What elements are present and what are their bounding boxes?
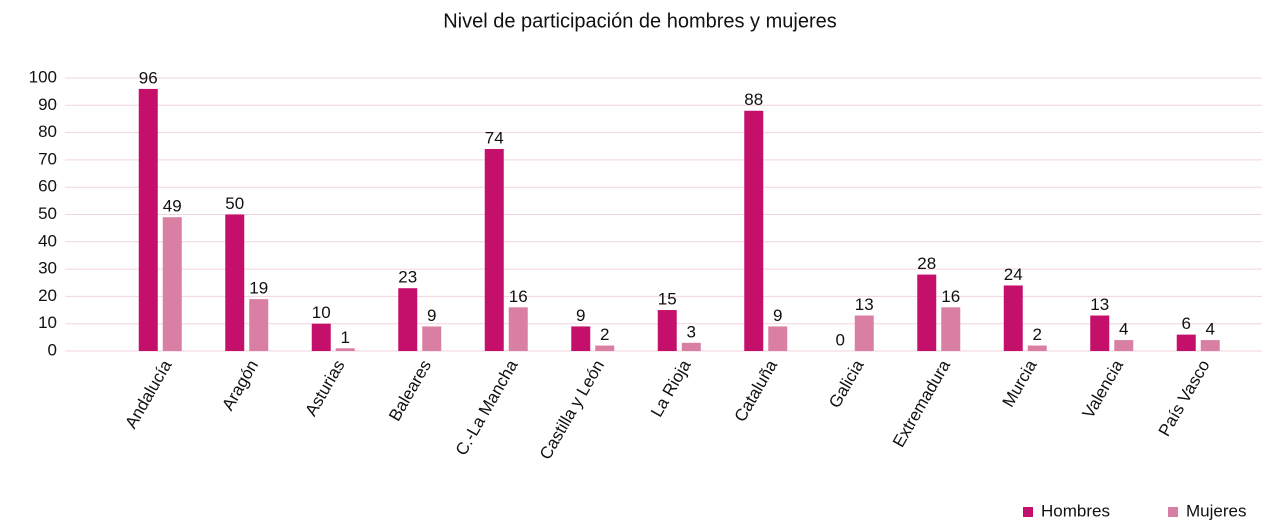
x-tick-label: País Vasco [1155, 357, 1214, 440]
value-label: 15 [658, 290, 677, 309]
value-label: 0 [836, 330, 845, 349]
legend-swatch [1023, 507, 1033, 517]
y-tick-label: 80 [38, 122, 57, 141]
bar [744, 110, 764, 351]
bar [422, 326, 442, 351]
value-label: 9 [427, 306, 436, 325]
bar [681, 342, 701, 351]
bar [162, 217, 182, 351]
x-tick-label: Valencia [1079, 356, 1128, 421]
x-tick-label: Cataluña [731, 356, 782, 425]
x-tick-label: Murcia [999, 356, 1041, 410]
value-label: 23 [398, 268, 417, 287]
value-label: 16 [509, 287, 528, 306]
legend-swatch [1168, 507, 1178, 517]
bar [398, 288, 418, 351]
bar [1090, 315, 1110, 351]
value-label: 3 [687, 322, 696, 341]
value-label: 4 [1206, 320, 1215, 339]
value-label: 74 [485, 128, 504, 147]
x-tick-label: La Rioja [647, 356, 695, 420]
bar [225, 214, 245, 351]
value-label: 28 [917, 254, 936, 273]
x-tick-label: Castilla y León [536, 357, 608, 463]
value-label: 6 [1182, 314, 1191, 333]
y-tick-label: 30 [38, 259, 57, 278]
value-label: 2 [600, 325, 609, 344]
value-label: 2 [1033, 325, 1042, 344]
x-tick-label: Asturias [301, 357, 348, 420]
bar [249, 299, 269, 351]
bar [941, 307, 961, 351]
value-label: 49 [163, 197, 182, 216]
value-label: 19 [249, 279, 268, 298]
bar [917, 274, 937, 351]
bar [484, 148, 504, 351]
y-tick-label: 100 [29, 67, 57, 86]
bar [1003, 285, 1023, 351]
bar [657, 310, 677, 351]
chart-title: Nivel de participación de hombres y muje… [443, 10, 837, 32]
bar [138, 88, 158, 352]
y-tick-label: 0 [48, 340, 57, 359]
bar [768, 326, 788, 351]
value-label: 9 [576, 306, 585, 325]
value-label: 50 [225, 194, 244, 213]
bar [1027, 345, 1047, 351]
bar [335, 348, 355, 351]
y-tick-label: 90 [38, 95, 57, 114]
bar [508, 307, 528, 351]
value-label: 16 [941, 287, 960, 306]
y-tick-label: 20 [38, 286, 57, 305]
x-tick-label: Galicia [825, 356, 868, 411]
bar [311, 323, 331, 351]
bar [1114, 340, 1134, 351]
y-tick-label: 50 [38, 204, 57, 223]
x-tick-label: Andalucía [121, 356, 176, 431]
legend-label: Mujeres [1186, 501, 1246, 520]
bar [595, 345, 615, 351]
value-label: 1 [341, 328, 350, 347]
value-label: 9 [773, 306, 782, 325]
y-tick-label: 10 [38, 313, 57, 332]
value-label: 13 [855, 295, 874, 314]
bar [854, 315, 874, 351]
value-label: 10 [312, 303, 331, 322]
value-label: 24 [1004, 265, 1023, 284]
y-tick-label: 40 [38, 231, 57, 250]
y-tick-label: 60 [38, 177, 57, 196]
x-tick-label: C.-La Mancha [452, 356, 522, 458]
x-tick-label: Baleares [385, 357, 435, 425]
value-label: 88 [744, 90, 763, 109]
value-label: 96 [139, 68, 158, 87]
bar [1176, 334, 1196, 351]
x-tick-label: Aragón [218, 357, 262, 414]
x-tick-label: Extremadura [889, 356, 954, 450]
bar [1200, 340, 1220, 351]
legend-label: Hombres [1041, 501, 1110, 520]
bar [571, 326, 591, 351]
value-label: 4 [1119, 320, 1128, 339]
y-tick-label: 70 [38, 149, 57, 168]
value-label: 13 [1090, 295, 1109, 314]
